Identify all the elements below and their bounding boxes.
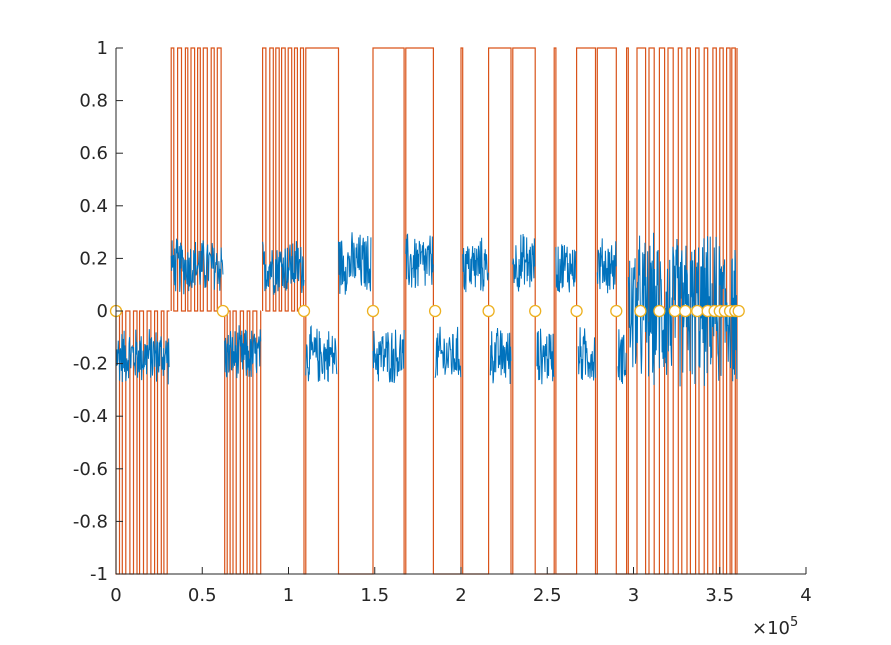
zero-crossing-marker <box>297 304 311 318</box>
signal-segment <box>555 244 577 293</box>
signal-segment <box>596 238 617 294</box>
square-wave-series <box>115 47 738 575</box>
y-tick-label: -0.4 <box>73 406 108 427</box>
x-tick-label: 0 <box>110 585 121 606</box>
zero-crossing-marker <box>691 304 704 318</box>
y-tick-label: -0.8 <box>73 511 108 532</box>
x-tick-label: 3.5 <box>705 585 734 606</box>
y-tick-label: -0.6 <box>73 459 108 480</box>
signal-series <box>115 232 738 387</box>
zero-crossing-marker <box>634 304 647 318</box>
signal-segment <box>224 325 262 379</box>
x-tick-label: 2.5 <box>533 585 562 606</box>
signal-segment <box>170 238 224 295</box>
x-axis-exponent-power: 5 <box>790 615 798 630</box>
signal-segment <box>577 327 596 381</box>
y-tick-label: 0 <box>97 301 108 322</box>
x-tick-label: 3 <box>628 585 639 606</box>
signal-segment <box>536 328 555 385</box>
signal-segment <box>627 232 738 387</box>
zero-crossing-marker <box>366 304 380 318</box>
signal-segment <box>489 327 512 385</box>
zero-crossing-marker <box>679 304 692 318</box>
signal-segment <box>338 232 372 295</box>
x-tick-label: 1 <box>283 585 294 606</box>
signal-segment <box>405 233 434 288</box>
zero-crossing-marker <box>732 304 745 318</box>
x-tick-label: 0.5 <box>188 585 217 606</box>
x-axis-exponent: ×105 <box>752 615 798 639</box>
zero-crossing-marker <box>570 304 583 318</box>
zero-crossing-marker <box>529 304 542 318</box>
signal-segment <box>512 233 536 292</box>
signal-segment <box>262 241 305 295</box>
y-tick-label: -1 <box>90 564 108 585</box>
zero-crossing-marker <box>653 304 666 318</box>
signal-segment <box>462 237 489 293</box>
y-tick-label: 0.8 <box>79 91 108 112</box>
square-wave-line <box>115 47 738 575</box>
zero-crossing-marker <box>482 304 495 318</box>
zero-crossing-marker <box>668 304 682 318</box>
signal-segment <box>434 326 462 378</box>
x-tick-label: 4 <box>800 585 811 606</box>
signal-segment <box>617 329 627 384</box>
y-tick-label: 0.4 <box>79 196 108 217</box>
zero-crossing-marker <box>216 304 230 318</box>
signal-segment <box>305 325 338 383</box>
zero-crossing-marker <box>610 304 623 318</box>
y-tick-label: 1 <box>97 38 108 59</box>
y-tick-label: 0.2 <box>79 248 108 269</box>
axes: -1 -0.8 -0.6 -0.4 -0.2 0 0.2 0.4 0.6 0.8 1 0 0.5 1 1.5… <box>73 38 812 606</box>
y-tick-label: -0.2 <box>73 354 108 375</box>
marker-series <box>109 304 745 318</box>
zero-crossing-marker <box>428 304 442 318</box>
signal-segment <box>115 329 170 385</box>
x-tick-label: 2 <box>455 585 466 606</box>
x-tick-label: 1.5 <box>360 585 389 606</box>
x-axis-exponent-base: ×10 <box>752 618 790 639</box>
y-tick-label: 0.6 <box>79 143 108 164</box>
signal-segment <box>372 329 405 384</box>
